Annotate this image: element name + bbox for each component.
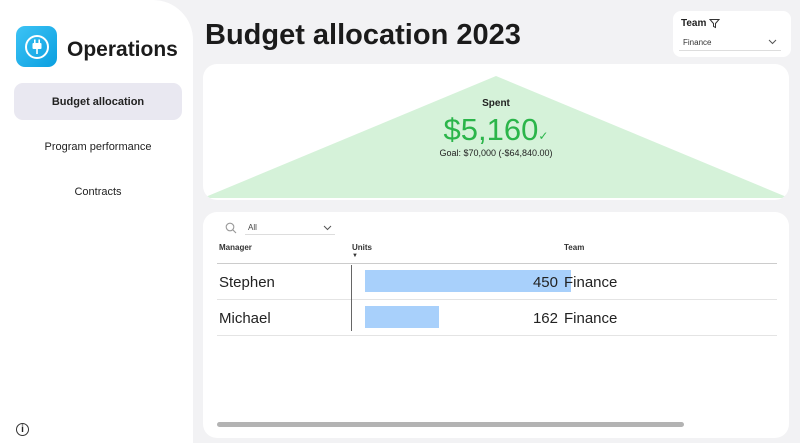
units-bar <box>365 306 440 328</box>
table-row[interactable]: Michael 162 Finance <box>217 301 777 336</box>
filter-funnel-icon[interactable] <box>709 18 721 29</box>
page-title: Budget allocation 2023 <box>205 19 521 51</box>
team-filter-label: Team <box>681 18 707 29</box>
cell-manager: Stephen <box>219 274 275 291</box>
nav-item-label: Program performance <box>44 140 152 153</box>
kpi-label: Spent <box>482 98 510 109</box>
plug-icon <box>16 26 57 67</box>
team-filter-dropdown[interactable]: Finance <box>679 34 781 51</box>
table-filter-selected: All <box>248 223 257 232</box>
cell-team: Finance <box>564 274 618 291</box>
nav-item-label: Budget allocation <box>51 95 145 108</box>
nav-item-label: Contracts <box>74 185 122 198</box>
column-header-team[interactable]: Team <box>564 243 585 252</box>
kpi-value-text: $5,160 <box>443 112 539 147</box>
info-glyph: i <box>21 424 24 435</box>
team-filter-selected: Finance <box>683 37 712 47</box>
cell-units: 162 <box>532 310 558 327</box>
nav-item-contracts[interactable]: Contracts <box>14 173 182 210</box>
app-title: Operations <box>67 38 178 61</box>
kpi-value: $5,160✓ <box>203 112 789 148</box>
kpi-card: Spent $5,160✓ Goal: $70,000 (-$64,840.00… <box>203 64 789 200</box>
team-filter-header: Team <box>681 18 721 29</box>
chevron-down-icon <box>323 225 332 230</box>
sort-desc-icon: ▼ <box>352 253 358 259</box>
column-header-manager[interactable]: Manager <box>219 243 252 252</box>
check-icon: ✓ <box>538 129 549 143</box>
table-card: All Manager Units ▼ Team Stephen 450 Fin… <box>203 212 789 438</box>
cell-units: 450 <box>532 274 558 291</box>
nav-item-program-performance[interactable]: Program performance <box>14 128 182 165</box>
table-row[interactable]: Stephen 450 Finance <box>217 265 777 300</box>
info-icon[interactable]: i <box>16 423 29 436</box>
sidebar: Operations Budget allocation Program per… <box>0 0 193 443</box>
row-divider <box>217 335 777 336</box>
table-filter-dropdown[interactable]: All <box>245 221 335 235</box>
team-filter-card: Team Finance <box>673 11 791 57</box>
search-icon[interactable] <box>225 222 237 234</box>
kpi-goal: Goal: $70,000 (-$64,840.00) <box>439 148 553 158</box>
units-bar <box>365 270 571 292</box>
cell-team: Finance <box>564 310 618 327</box>
chevron-down-icon <box>768 39 777 45</box>
cell-manager: Michael <box>219 310 271 327</box>
bar-axis-line <box>351 265 352 331</box>
kpi-background-shape <box>203 76 789 198</box>
horizontal-scrollbar[interactable] <box>217 422 684 427</box>
header-divider <box>217 263 777 264</box>
column-header-units-label: Units <box>352 243 372 252</box>
row-divider <box>217 299 777 300</box>
column-header-units[interactable]: Units ▼ <box>352 243 372 259</box>
nav-item-budget-allocation[interactable]: Budget allocation <box>14 83 182 120</box>
